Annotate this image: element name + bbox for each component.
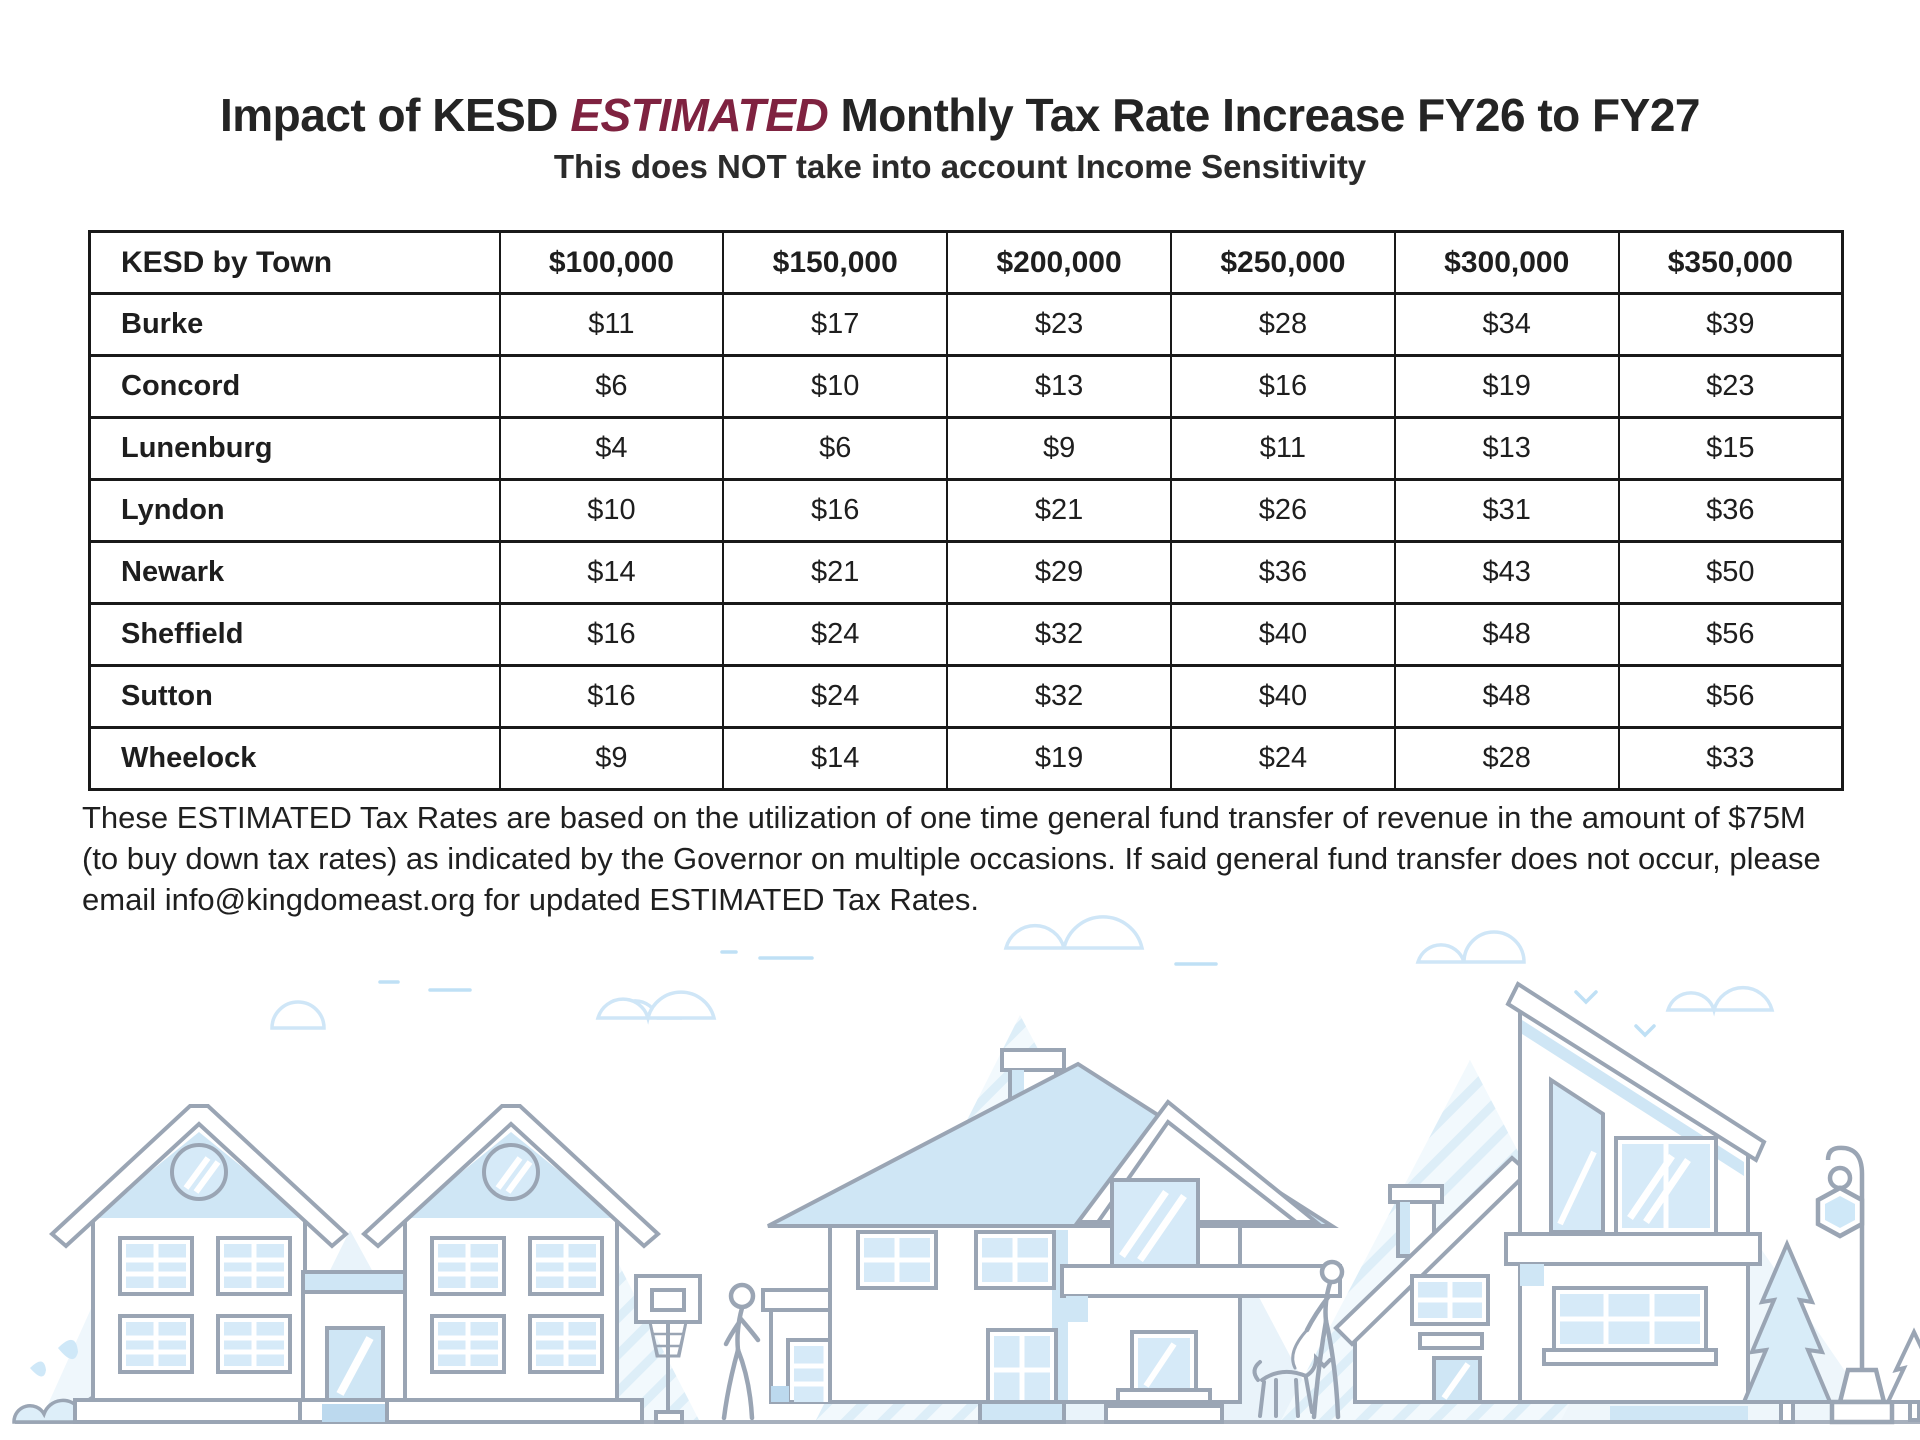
- value-cell: $40: [1169, 602, 1396, 667]
- gable-house-2: [360, 1104, 662, 1424]
- value-cell: $9: [498, 726, 725, 791]
- value-cell: $21: [946, 478, 1172, 543]
- value-cell: $13: [946, 354, 1172, 419]
- value-cell: $15: [1617, 416, 1844, 481]
- value-cell: $26: [1169, 478, 1396, 543]
- table-row: Sutton $16 $24 $32 $40 $48 $56: [88, 664, 1844, 729]
- value-cell: $28: [1169, 292, 1396, 357]
- value-cell: $39: [1617, 292, 1844, 357]
- pine-tree: [1740, 1238, 1834, 1424]
- header-150k: $150,000: [722, 230, 949, 295]
- value-cell: $16: [1169, 354, 1396, 419]
- table-row: Wheelock $9 $14 $19 $24 $28 $33: [88, 726, 1844, 791]
- value-cell: $6: [722, 416, 949, 481]
- value-cell: $23: [946, 292, 1172, 357]
- value-cell: $21: [722, 540, 949, 605]
- table-row: Concord $6 $10 $13 $16 $19 $23: [88, 354, 1844, 419]
- clouds: [270, 915, 1775, 1038]
- town-cell: Lyndon: [88, 478, 501, 543]
- value-cell: $36: [1617, 478, 1844, 543]
- value-cell: $31: [1393, 478, 1620, 543]
- value-cell: $32: [946, 602, 1172, 667]
- value-cell: $17: [722, 292, 949, 357]
- value-cell: $43: [1393, 540, 1620, 605]
- small-pine-tree: [1884, 1327, 1920, 1422]
- town-cell: Lunenburg: [88, 416, 501, 481]
- value-cell: $28: [1393, 726, 1620, 791]
- value-cell: $16: [722, 478, 949, 543]
- title-highlight-estimated: ESTIMATED: [570, 89, 829, 141]
- value-cell: $48: [1393, 602, 1620, 667]
- value-cell: $4: [498, 416, 725, 481]
- value-cell: $19: [946, 726, 1172, 791]
- title-prefix: Impact of KESD: [219, 89, 571, 141]
- town-cell: Sheffield: [88, 602, 501, 667]
- annex-house: [1333, 1155, 1531, 1404]
- value-cell: $24: [722, 664, 949, 729]
- value-cell: $10: [498, 478, 725, 543]
- table-header-row: KESD by Town $100,000 $150,000 $200,000 …: [88, 230, 1844, 295]
- value-cell: $48: [1393, 664, 1620, 729]
- value-cell: $50: [1617, 540, 1844, 605]
- town-cell: Concord: [88, 354, 501, 419]
- header-100k: $100,000: [498, 230, 725, 295]
- value-cell: $14: [722, 726, 949, 791]
- header-town: KESD by Town: [88, 230, 501, 295]
- value-cell: $16: [498, 664, 725, 729]
- value-cell: $6: [498, 354, 725, 419]
- value-cell: $13: [1393, 416, 1620, 481]
- value-cell: $56: [1617, 664, 1844, 729]
- table-row: Sheffield $16 $24 $32 $40 $48 $56: [88, 602, 1844, 667]
- table-row: Burke $11 $17 $23 $28 $34 $39: [88, 292, 1844, 357]
- table-row: Lyndon $10 $16 $21 $26 $31 $36: [88, 478, 1844, 543]
- value-cell: $34: [1393, 292, 1620, 357]
- value-cell: $33: [1617, 726, 1844, 791]
- town-cell: Burke: [88, 292, 501, 357]
- value-cell: $24: [722, 602, 949, 667]
- page-subtitle: This does NOT take into account Income S…: [553, 148, 1367, 185]
- value-cell: $11: [1169, 416, 1396, 481]
- value-cell: $19: [1393, 354, 1620, 419]
- modern-house: [1504, 981, 1767, 1420]
- value-cell: $56: [1617, 602, 1844, 667]
- value-cell: $9: [946, 416, 1172, 481]
- basketball-hoop: [634, 1274, 702, 1424]
- value-cell: $16: [498, 602, 725, 667]
- value-cell: $29: [946, 540, 1172, 605]
- value-cell: $24: [1169, 726, 1396, 791]
- header-250k: $250,000: [1169, 230, 1396, 295]
- connector-section: [298, 1270, 412, 1424]
- town-cell: Wheelock: [88, 726, 501, 791]
- neighborhood-illustration: [12, 915, 1920, 1425]
- footnote-text: These ESTIMATED Tax Rates are based on t…: [82, 800, 1821, 917]
- street-lamp: [1815, 1145, 1895, 1425]
- page-title: Impact of KESD ESTIMATED Monthly Tax Rat…: [0, 88, 1920, 142]
- value-cell: $23: [1617, 354, 1844, 419]
- tax-rate-table: KESD by Town $100,000 $150,000 $200,000 …: [88, 230, 1844, 791]
- middle-house: [761, 1048, 1342, 1424]
- value-cell: $36: [1169, 540, 1396, 605]
- header-350k: $350,000: [1617, 230, 1844, 295]
- gable-house-1: [48, 1104, 350, 1424]
- town-cell: Newark: [88, 540, 501, 605]
- dog-walker: [1252, 1259, 1345, 1420]
- header-300k: $300,000: [1393, 230, 1620, 295]
- value-cell: $14: [498, 540, 725, 605]
- value-cell: $32: [946, 664, 1172, 729]
- header-200k: $200,000: [946, 230, 1172, 295]
- value-cell: $40: [1169, 664, 1396, 729]
- table-row: Lunenburg $4 $6 $9 $11 $13 $15: [88, 416, 1844, 481]
- dog: [1252, 1353, 1332, 1418]
- value-cell: $10: [722, 354, 949, 419]
- town-cell: Sutton: [88, 664, 501, 729]
- table-row: Newark $14 $21 $29 $36 $43 $50: [88, 540, 1844, 605]
- value-cell: $11: [498, 292, 725, 357]
- title-suffix: Monthly Tax Rate Increase FY26 to FY27: [828, 89, 1701, 141]
- pedestrian: [721, 1282, 761, 1421]
